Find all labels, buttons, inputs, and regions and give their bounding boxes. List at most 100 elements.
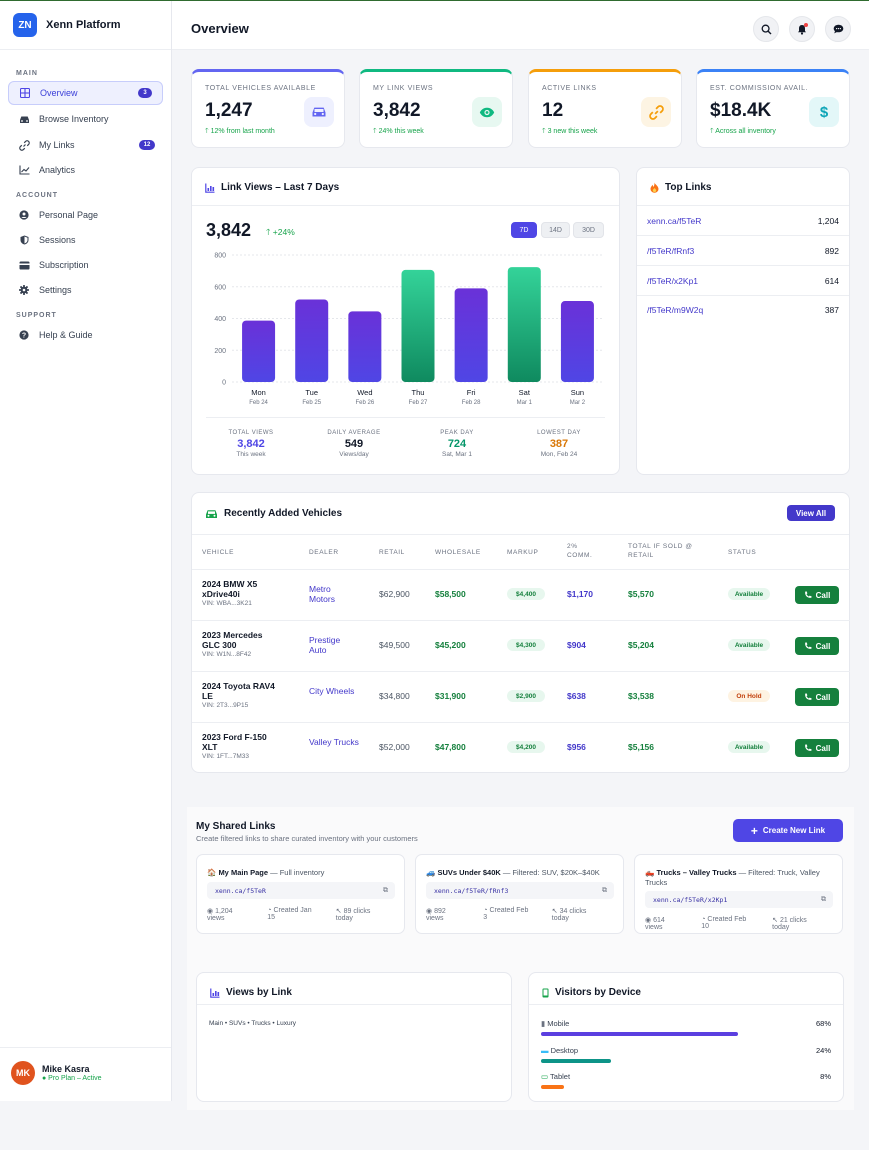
top-link-url[interactable]: /f5TeR/x2Kp1 bbox=[647, 275, 699, 286]
wholesale-price: $45,200 bbox=[435, 640, 466, 650]
search-button[interactable] bbox=[753, 16, 779, 42]
views-by-link-panel: Views by Link Main • SUVs • Trucks • Lux… bbox=[196, 972, 512, 1102]
sidebar-item-analytics[interactable]: Analytics bbox=[8, 158, 163, 182]
view-all-button[interactable]: View All bbox=[787, 505, 835, 521]
sidebar-item-personal-page[interactable]: Personal Page bbox=[8, 203, 163, 227]
total-if-sold: $5,204 bbox=[628, 640, 654, 650]
range-30d-button[interactable]: 30D bbox=[573, 222, 604, 238]
call-button[interactable]: Call bbox=[795, 739, 839, 757]
sidebar-item-overview[interactable]: Overview 3 bbox=[8, 81, 163, 105]
stat-label: TOTAL VEHICLES AVAILABLE bbox=[205, 85, 316, 92]
top-link-count: 1,204 bbox=[817, 215, 839, 226]
wholesale-price: $31,900 bbox=[435, 691, 466, 701]
top-link-url[interactable]: xenn.ca/f5TeR bbox=[647, 215, 702, 226]
notifications-button[interactable] bbox=[789, 16, 815, 42]
user-profile[interactable]: MK Mike Kasra ● Pro Plan – Active bbox=[0, 1047, 171, 1097]
range-7d-button[interactable]: 7D bbox=[511, 222, 537, 238]
call-button[interactable]: Call bbox=[795, 637, 839, 655]
eye-icon-stat: ◉ 614 views bbox=[645, 917, 665, 931]
mobile-icon: ▮ bbox=[541, 1019, 546, 1028]
top-link-row[interactable]: xenn.ca/f5TeR 1,204 bbox=[637, 206, 849, 236]
stat-card-total-vehicles[interactable]: TOTAL VEHICLES AVAILABLE 1,247 🡑 12% fro… bbox=[191, 69, 345, 148]
copy-icon[interactable]: ⧉ bbox=[383, 886, 388, 894]
dealer-link[interactable]: Valley Trucks bbox=[309, 737, 359, 747]
link-card[interactable]: 🏠 My Main Page — Full inventory xenn.ca/… bbox=[196, 854, 405, 934]
total-if-sold: $5,570 bbox=[628, 589, 654, 599]
brand[interactable]: ZN Xenn Platform bbox=[0, 1, 171, 50]
chart-icon bbox=[18, 164, 30, 176]
copy-icon[interactable]: ⧉ bbox=[602, 886, 607, 894]
top-link-count: 892 bbox=[824, 245, 839, 256]
dollar-icon: $ bbox=[809, 97, 839, 127]
summary-sub: Sat, Mar 1 bbox=[442, 451, 472, 458]
dealer-link[interactable]: City Wheels bbox=[309, 686, 355, 696]
link-card-meta: ◉ 1,204 views ◔ Created Jan 15 ↖ 89 clicks… bbox=[207, 907, 404, 922]
link-card[interactable]: 🚙 SUVs Under $40K — Filtered: SUV, $20K–… bbox=[415, 854, 624, 934]
wholesale-price: $58,500 bbox=[435, 589, 466, 599]
top-link-url[interactable]: /f5TeR/m9W2q bbox=[647, 305, 704, 315]
top-links-panel: Top Links xenn.ca/f5TeR 1,204 /f5TeR/fRn… bbox=[636, 167, 850, 475]
sidebar-item-label: My Links bbox=[39, 140, 75, 150]
messages-button[interactable] bbox=[825, 16, 851, 42]
section-title: My Shared Links bbox=[196, 821, 276, 832]
top-link-count: 614 bbox=[824, 275, 839, 286]
link-card[interactable]: 🛻 Trucks – Valley Trucks — Filtered: Tru… bbox=[634, 854, 843, 934]
sidebar-item-settings[interactable]: Settings bbox=[8, 278, 163, 302]
sidebar-item-label: Browse Inventory bbox=[39, 114, 109, 124]
tablet-icon: ▭ bbox=[541, 1072, 549, 1081]
sidebar-item-label: Personal Page bbox=[39, 210, 99, 220]
retail-price: $34,800 bbox=[379, 691, 410, 701]
commission-value: $904 bbox=[567, 640, 586, 650]
device-row-desktop: ▬ Desktop 24% bbox=[541, 1046, 831, 1063]
top-link-row[interactable]: /f5TeR/x2Kp1 614 bbox=[637, 266, 849, 296]
device-row-mobile: ▮ Mobile 68% bbox=[541, 1019, 831, 1036]
sidebar-item-sessions[interactable]: Sessions bbox=[8, 228, 163, 252]
stat-card-active-links[interactable]: ACTIVE LINKS 12 🡑 3 new this week bbox=[528, 69, 682, 148]
nav-section-support: SUPPORT bbox=[16, 312, 57, 319]
summary-label: PEAK DAY bbox=[440, 430, 474, 436]
retail-price: $52,000 bbox=[379, 742, 410, 752]
sidebar-item-subscription[interactable]: Subscription bbox=[8, 253, 163, 277]
divider bbox=[192, 205, 619, 206]
retail-price: $49,500 bbox=[379, 640, 410, 650]
stat-card-link-views[interactable]: MY LINK VIEWS 3,842 🡑 24% this week bbox=[359, 69, 513, 148]
column-header: TOTAL IF SOLD @ RETAIL bbox=[628, 543, 693, 559]
device-percent: 24% bbox=[815, 1046, 831, 1055]
gear-icon bbox=[18, 284, 30, 296]
create-new-link-button[interactable]: + Create New Link bbox=[733, 819, 843, 842]
dealer-link[interactable]: Prestige Auto bbox=[309, 635, 341, 655]
top-link-url[interactable]: /f5TeR/fRnf3 bbox=[647, 245, 695, 256]
vehicle-name: 2024 Toyota RAV4 LE bbox=[202, 681, 275, 701]
top-link-row[interactable]: /f5TeR/fRnf3 892 bbox=[637, 236, 849, 266]
stat-change: 🡑 3 new this week bbox=[542, 128, 598, 135]
range-14d-button[interactable]: 14D bbox=[541, 222, 570, 238]
app-logo: ZN bbox=[13, 13, 37, 37]
sidebar-item-help[interactable]: ? Help & Guide bbox=[8, 323, 163, 347]
vehicle-vin: VIN: 1FT...7M33 bbox=[202, 753, 249, 760]
sidebar-item-browse-inventory[interactable]: Browse Inventory bbox=[8, 107, 163, 131]
views-bar-chart: 0 200 400 600 800 Mon Feb 24 Tue Feb 25 Wed Feb 26… bbox=[214, 253, 604, 406]
dealer-link[interactable]: Metro Motors bbox=[309, 584, 335, 604]
card-icon bbox=[18, 259, 30, 271]
link-url-field[interactable]: xenn.ca/f5TeR ⧉ bbox=[207, 882, 395, 899]
clock-icon-stat: ◔ Created Jan 15 bbox=[267, 907, 312, 921]
link-url-field[interactable]: xenn.ca/f5TeR/fRnf3 ⧉ bbox=[426, 882, 614, 899]
table-row: 2024 Toyota RAV4 LE VIN: 2T3...9P15 City W… bbox=[192, 671, 850, 722]
commission-value: $638 bbox=[567, 691, 586, 701]
stat-card-commission[interactable]: EST. COMMISSION AVAIL. $18.4K 🡑 Across a… bbox=[696, 69, 850, 148]
top-link-row[interactable]: /f5TeR/m9W2q 387 bbox=[637, 295, 849, 325]
device-label: ▬ Desktop bbox=[541, 1046, 579, 1055]
sidebar: ZN Xenn Platform MAIN Overview 3 Browse … bbox=[0, 1, 172, 1101]
call-button[interactable]: Call bbox=[795, 586, 839, 604]
summary-value: 387 bbox=[549, 438, 569, 450]
link-url-field[interactable]: xenn.ca/f5TeR/x2Kp1 ⧉ bbox=[645, 891, 833, 908]
sidebar-item-label: Subscription bbox=[39, 260, 89, 270]
call-button[interactable]: Call bbox=[795, 688, 839, 706]
eye-icon-stat: ◉ 1,204 views bbox=[207, 908, 233, 922]
copy-icon[interactable]: ⧉ bbox=[821, 895, 826, 903]
sidebar-item-my-links[interactable]: My Links 12 bbox=[8, 133, 163, 157]
device-percent: 68% bbox=[815, 1019, 831, 1028]
panel-title: Top Links bbox=[650, 182, 711, 193]
status-badge: Available bbox=[728, 639, 770, 651]
panel-title: Link Views – Last 7 Days bbox=[205, 182, 339, 193]
